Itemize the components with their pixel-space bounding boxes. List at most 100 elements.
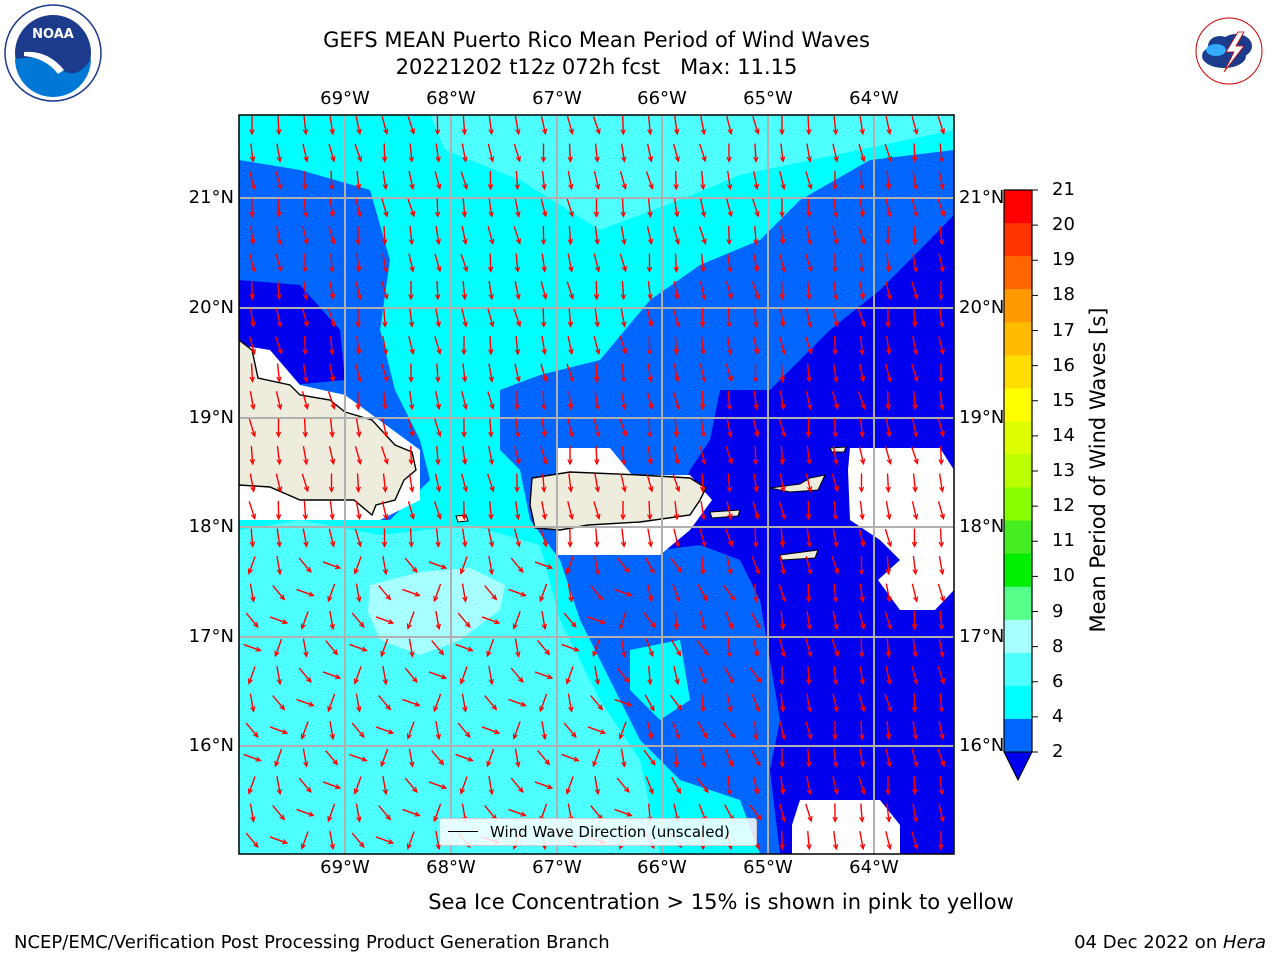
wave-arrow-head xyxy=(515,761,521,768)
wave-arrow xyxy=(276,143,281,162)
wave-arrow-head xyxy=(520,811,527,817)
wave-arrow xyxy=(754,528,757,547)
wave-arrow-head xyxy=(620,514,626,521)
wave-arrow xyxy=(409,445,413,465)
wave-arrow xyxy=(514,198,520,217)
wave-arrow-head xyxy=(512,623,518,630)
wave-arrow xyxy=(428,671,447,679)
wave-arrow-head xyxy=(913,596,919,603)
wave-arrow-head xyxy=(382,513,389,521)
wave-arrow xyxy=(487,308,494,327)
wave-arrow-head xyxy=(753,183,760,191)
wave-arrow-head xyxy=(436,183,442,191)
wave-arrow xyxy=(460,473,468,492)
wave-arrow-head xyxy=(911,156,918,163)
wave-arrow-head xyxy=(461,349,467,356)
wave-arrow-head xyxy=(647,541,654,548)
wave-arrow xyxy=(860,170,863,190)
wave-arrow xyxy=(275,171,282,189)
wave-arrow xyxy=(378,695,391,710)
wave-arrow xyxy=(727,308,731,327)
wave-arrow-head xyxy=(912,348,919,356)
wave-arrow-head xyxy=(488,349,494,356)
wave-arrow-head xyxy=(859,514,865,521)
wave-arrow-head xyxy=(676,567,683,574)
wave-arrow xyxy=(674,115,678,135)
wave-arrow xyxy=(301,721,309,739)
wave-arrow-head xyxy=(700,761,707,768)
wave-arrow xyxy=(248,776,256,794)
wave-arrow xyxy=(327,583,336,602)
wave-arrow xyxy=(487,473,494,492)
wave-arrow-head xyxy=(674,321,680,328)
wave-arrow xyxy=(383,308,386,327)
wave-arrow-head xyxy=(277,348,283,355)
wave-arrow-head xyxy=(408,459,414,466)
wave-arrow xyxy=(489,335,492,355)
wave-arrow-head xyxy=(859,431,865,438)
wave-arrow-head xyxy=(249,376,255,383)
wave-arrow-head xyxy=(328,486,335,493)
wave-arrow xyxy=(435,528,440,547)
wave-arrow xyxy=(534,561,553,569)
wave-arrow xyxy=(616,777,630,793)
wave-arrow xyxy=(327,693,336,712)
wave-arrow xyxy=(673,666,679,684)
wave-arrow xyxy=(939,610,943,630)
wave-arrow-head xyxy=(859,596,865,603)
wave-arrow-head xyxy=(279,594,286,601)
wave-arrow xyxy=(408,336,414,354)
wave-arrow xyxy=(779,556,785,574)
lat-label-left: 16°N xyxy=(188,735,234,756)
wave-arrow-head xyxy=(487,184,494,191)
wave-arrow-head xyxy=(353,788,359,795)
wave-arrow xyxy=(779,391,785,409)
wave-arrow xyxy=(884,363,892,382)
wave-arrow xyxy=(322,671,341,679)
wave-arrow-head xyxy=(860,623,866,631)
lat-label-right: 19°N xyxy=(959,407,1005,428)
wave-arrow-head xyxy=(409,651,415,658)
wave-arrow xyxy=(354,446,362,464)
wave-arrow-head xyxy=(754,211,760,218)
wave-arrow xyxy=(487,391,494,409)
wave-arrow xyxy=(513,611,521,629)
lon-label-top: 64°W xyxy=(849,88,899,109)
wave-arrow-head xyxy=(647,129,653,136)
wave-arrow-head xyxy=(302,184,308,191)
wave-arrow xyxy=(243,643,261,652)
wave-arrow-head xyxy=(833,623,839,631)
colorbar-segment xyxy=(1004,454,1032,489)
wave-arrow-head xyxy=(409,128,416,135)
wave-arrow-head xyxy=(779,238,786,246)
wave-arrow xyxy=(540,198,547,217)
wave-arrow-head xyxy=(626,811,633,817)
wave-arrow-head xyxy=(594,459,600,466)
lon-label-top: 67°W xyxy=(532,88,582,109)
wave-arrow-head xyxy=(382,239,388,246)
wave-arrow xyxy=(276,666,281,684)
footer-date-text: 04 Dec 2022 on xyxy=(1074,932,1223,953)
wave-arrow-head xyxy=(250,513,257,520)
wave-arrow-head xyxy=(383,293,389,300)
wave-arrow xyxy=(885,583,891,602)
wave-arrow-head xyxy=(249,129,255,136)
wave-arrow-head xyxy=(414,701,421,707)
wave-arrow xyxy=(912,253,917,272)
wave-arrow xyxy=(778,253,786,272)
wave-arrow-head xyxy=(859,458,866,466)
wave-arrow-head xyxy=(493,729,501,735)
wave-arrow-head xyxy=(886,761,892,768)
wave-arrow-head xyxy=(728,677,735,685)
wave-arrow-head xyxy=(859,734,865,741)
wave-arrow xyxy=(329,116,334,134)
wave-arrow-head xyxy=(938,156,945,163)
wave-arrow-head xyxy=(779,459,786,466)
wave-arrow xyxy=(912,638,917,657)
wave-arrow-head xyxy=(833,568,840,575)
wave-arrow xyxy=(404,777,418,793)
wave-arrow-head xyxy=(885,404,891,411)
wave-arrow-head xyxy=(387,729,395,735)
wave-arrow xyxy=(593,336,600,354)
lon-label-bottom: 65°W xyxy=(743,857,793,878)
